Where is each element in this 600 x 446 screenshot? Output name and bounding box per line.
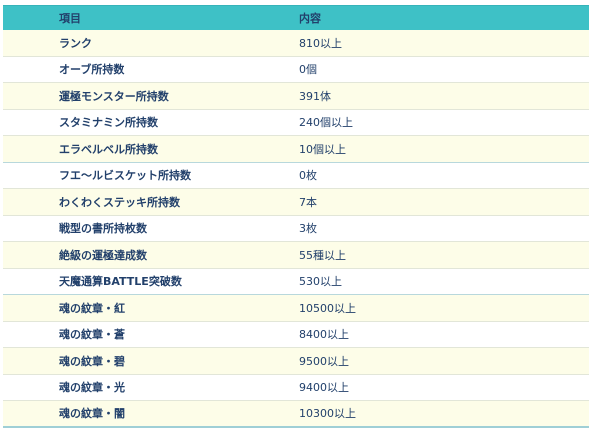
row-value: 8400以上 (299, 328, 349, 342)
row-value: 55種以上 (299, 248, 346, 262)
table-row: 戦型の書所持枚数 3枚 (3, 215, 589, 242)
row-value: 10300以上 (299, 407, 356, 421)
table-row: 魂の紋章・光 9400以上 (3, 374, 589, 401)
row-value: 0枚 (299, 169, 317, 183)
row-item: 魂の紋章・光 (59, 381, 125, 395)
row-value: 530以上 (299, 275, 342, 289)
row-value: 810以上 (299, 36, 342, 50)
row-value: 0個 (299, 63, 317, 77)
row-item: ランク (59, 36, 92, 50)
row-item: 絶級の運極達成数 (59, 248, 147, 262)
table-row: オーブ所持数 0個 (3, 56, 589, 83)
row-item: 戦型の書所持枚数 (59, 222, 147, 236)
table-row: エラベルベル所持数 10個以上 (3, 136, 589, 163)
row-item: エラベルベル所持数 (59, 142, 158, 156)
table-header: 項目 内容 (3, 5, 589, 30)
table-row: 絶級の運極達成数 55種以上 (3, 242, 589, 269)
table-row: 魂の紋章・紅 10500以上 (3, 295, 589, 322)
header-item: 項目 (59, 12, 81, 25)
row-item: 運極モンスター所持数 (59, 89, 169, 103)
table-row: 魂の紋章・闇 10300以上 (3, 401, 589, 428)
row-item: わくわくステッキ所持数 (59, 195, 180, 209)
row-item: 魂の紋章・蒼 (59, 328, 125, 342)
row-item: 魂の紋章・紅 (59, 301, 125, 315)
account-info-table: 項目 内容 ランク 810以上 オーブ所持数 0個 運極モンスター所持数 391… (3, 5, 589, 428)
row-value: 3枚 (299, 222, 317, 236)
row-item: フエ〜ルビスケット所持数 (59, 169, 191, 183)
row-value: 240個以上 (299, 116, 353, 130)
table-row: 魂の紋章・蒼 8400以上 (3, 321, 589, 348)
table-row: フエ〜ルビスケット所持数 0枚 (3, 162, 589, 189)
row-value: 391体 (299, 89, 331, 103)
table-row: 天魔通算BATTLE突破数 530以上 (3, 268, 589, 295)
table-row: わくわくステッキ所持数 7本 (3, 189, 589, 216)
row-value: 7本 (299, 195, 317, 209)
row-item: 魂の紋章・闇 (59, 407, 125, 421)
row-item: スタミナミン所持数 (59, 116, 158, 130)
table-row: スタミナミン所持数 240個以上 (3, 109, 589, 136)
header-content: 内容 (299, 12, 321, 25)
row-item: オーブ所持数 (59, 63, 125, 77)
row-item: 天魔通算BATTLE突破数 (59, 275, 182, 289)
row-value: 9400以上 (299, 381, 349, 395)
table-row: 魂の紋章・碧 9500以上 (3, 348, 589, 375)
row-value: 10500以上 (299, 301, 356, 315)
table-row: 運極モンスター所持数 391体 (3, 83, 589, 110)
row-item: 魂の紋章・碧 (59, 354, 125, 368)
row-value: 9500以上 (299, 354, 349, 368)
table-row: ランク 810以上 (3, 30, 589, 57)
row-value: 10個以上 (299, 142, 346, 156)
